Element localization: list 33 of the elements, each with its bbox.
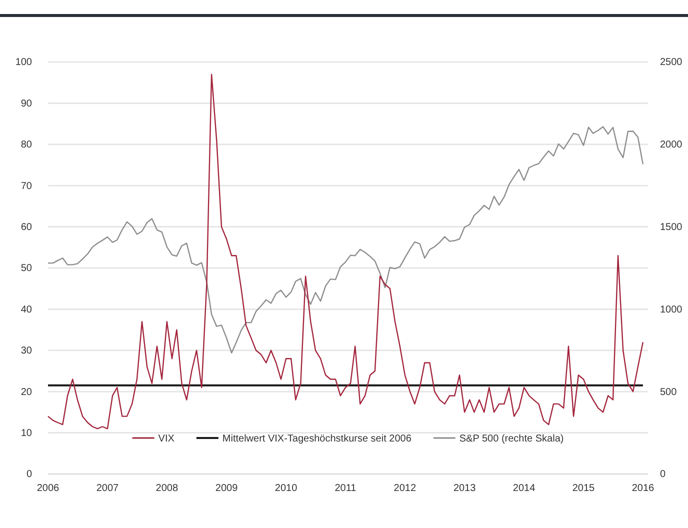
y-tick-label: 100 [15, 57, 32, 68]
x-tick-label: 2008 [156, 483, 178, 494]
legend-label: VIX [158, 434, 175, 444]
y-tick-label: 60 [20, 222, 32, 233]
y2-tick-label: 1000 [660, 304, 683, 316]
y2-tick-label: 2000 [660, 140, 683, 151]
y-tick-label: 80 [20, 140, 32, 151]
y2-tick-label: 1500 [660, 222, 683, 233]
x-tick-label: 2014 [512, 483, 536, 494]
line-series [47, 126, 644, 354]
y-tick-label: 70 [20, 180, 32, 192]
line-series [47, 74, 644, 430]
y-tick-label: 90 [20, 98, 32, 110]
x-tick-label: 2015 [572, 483, 596, 494]
y2-tick-label: 500 [660, 386, 678, 398]
y-tick-label: 30 [20, 346, 32, 357]
y2-tick-label: 2500 [660, 57, 683, 68]
y-tick-label: 20 [20, 386, 32, 398]
legend-label: S&P 500 (rechte Skala) [459, 434, 564, 444]
x-tick-label: 2010 [274, 483, 298, 494]
y-tick-label: 40 [20, 304, 32, 316]
x-tick-label: 2012 [394, 483, 416, 494]
x-tick-label: 2016 [632, 483, 655, 494]
x-tick-label: 2011 [334, 483, 357, 494]
x-tick-label: 2007 [96, 483, 120, 494]
y-tick-label: 0 [26, 469, 32, 480]
legend-label: Mittelwert VIX-Tageshöchstkurse seit 2006 [222, 434, 412, 444]
x-tick-label: 2006 [36, 483, 60, 494]
x-tick-label: 2009 [215, 483, 238, 494]
x-tick-label: 2013 [453, 483, 476, 494]
y-tick-label: 10 [20, 428, 32, 439]
y2-tick-label: 0 [660, 469, 666, 480]
y-tick-label: 50 [20, 263, 32, 274]
